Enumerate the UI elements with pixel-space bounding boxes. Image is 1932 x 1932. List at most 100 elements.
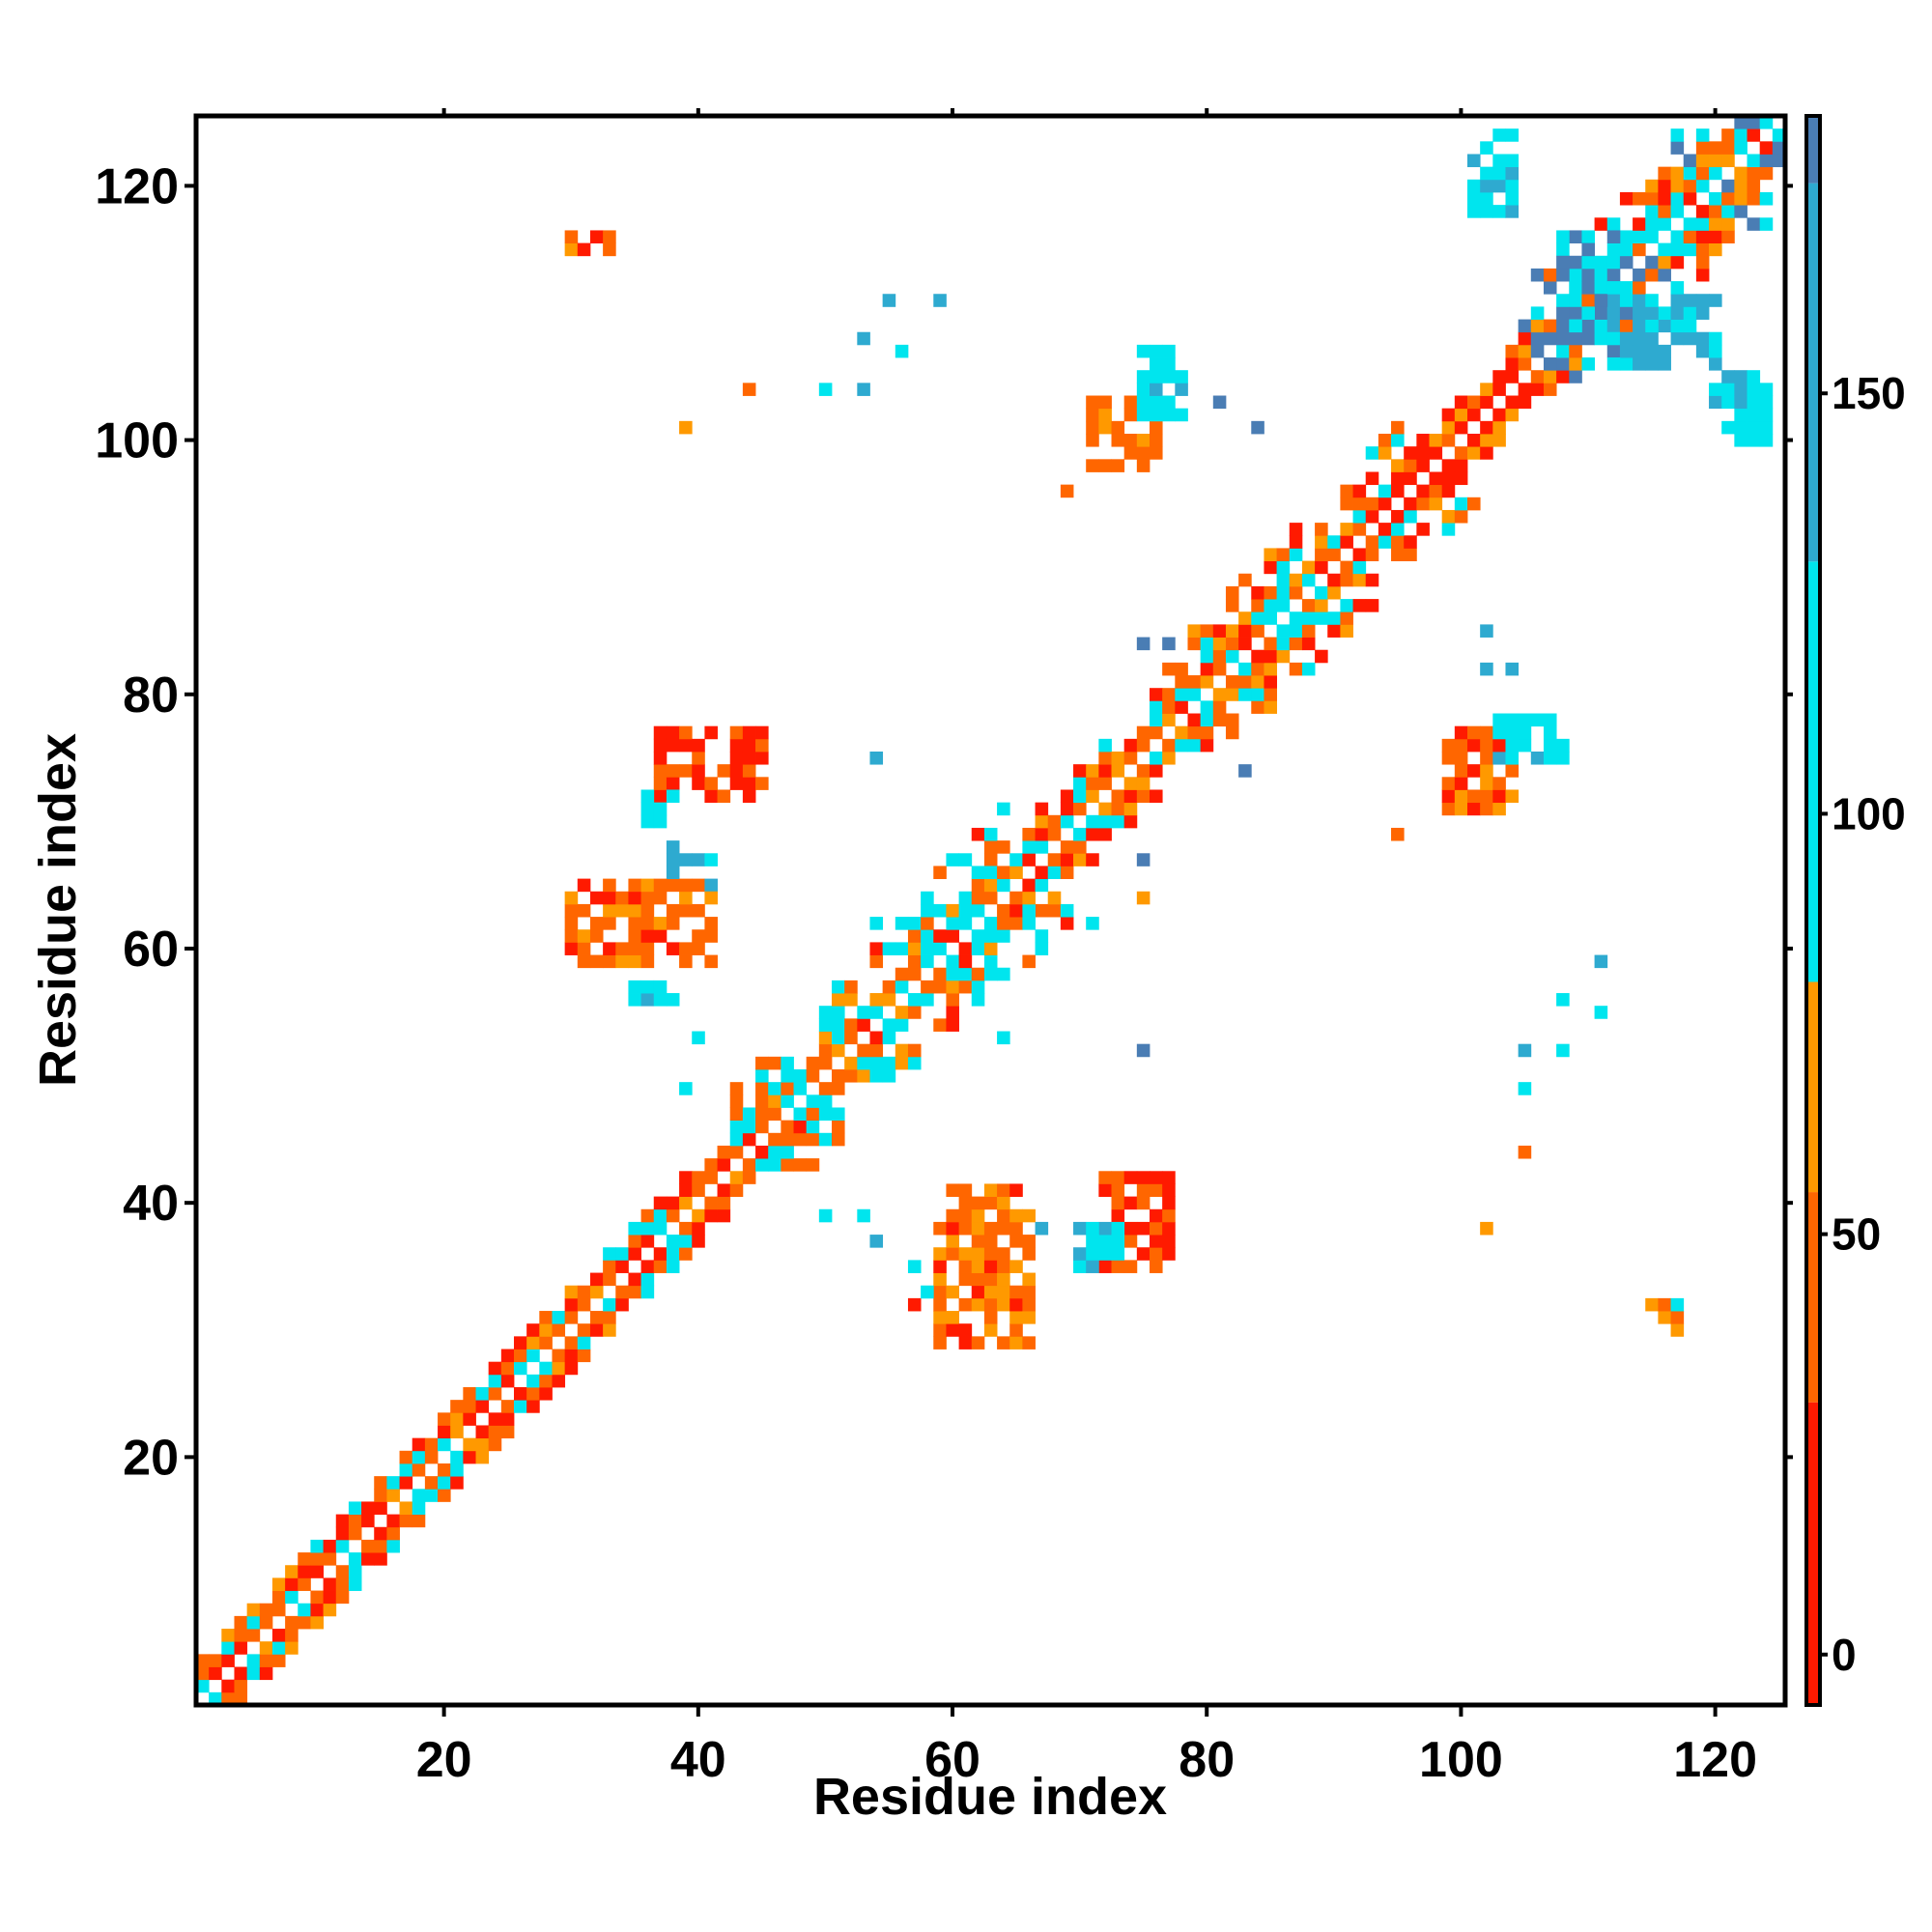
heatmap-cell: [1150, 383, 1163, 396]
heatmap-cell: [907, 1056, 922, 1070]
heatmap-cell: [1225, 624, 1239, 638]
heatmap-cell: [946, 929, 959, 943]
colorbar: 0 50 100 150: [1804, 114, 1906, 1707]
heatmap-cell: [1441, 802, 1456, 816]
heatmap-cell: [615, 1285, 629, 1299]
heatmap-cell: [1772, 128, 1786, 142]
heatmap-cell: [679, 954, 693, 969]
heatmap-cell: [768, 1132, 781, 1147]
heatmap-cell: [882, 1069, 896, 1083]
heatmap-cell: [475, 1450, 490, 1464]
heatmap-cell: [1276, 649, 1291, 664]
heatmap-cell: [1264, 637, 1277, 651]
heatmap-cell: [1658, 166, 1671, 181]
heatmap-cell: [1556, 344, 1570, 358]
heatmap-cell: [1238, 573, 1252, 587]
heatmap-cell: [704, 789, 718, 804]
y-tick-label: 100: [95, 413, 179, 469]
heatmap-cell: [755, 1056, 769, 1070]
heatmap-cell: [1162, 1171, 1176, 1184]
heatmap-cell: [500, 1412, 515, 1426]
heatmap-cell: [844, 993, 858, 1007]
heatmap-cell: [921, 917, 934, 930]
heatmap-cell: [1327, 624, 1341, 638]
heatmap-cell: [1480, 764, 1493, 778]
heatmap-cell: [869, 993, 884, 1007]
heatmap-cell: [1619, 294, 1634, 307]
heatmap-cell: [1709, 357, 1722, 371]
heatmap-cell: [1162, 1247, 1176, 1261]
heatmap-cell: [1111, 1171, 1125, 1184]
heatmap-cell: [1289, 611, 1303, 625]
heatmap-cell: [1365, 573, 1379, 587]
heatmap-cell: [209, 1666, 222, 1681]
heatmap-cell: [1111, 764, 1125, 778]
heatmap-cell: [577, 1323, 591, 1337]
heatmap-cell: [1633, 281, 1646, 295]
heatmap-cell: [1035, 840, 1049, 854]
heatmap-cell: [1187, 675, 1202, 689]
heatmap-cell: [679, 1247, 693, 1261]
heatmap-cell: [1594, 319, 1608, 333]
heatmap-cell: [577, 954, 591, 969]
heatmap-cell: [946, 954, 959, 969]
heatmap-cell: [1187, 713, 1202, 727]
heatmap-cell: [1086, 459, 1099, 472]
heatmap-cell: [653, 980, 668, 994]
heatmap-cell: [1111, 1196, 1125, 1210]
heatmap-cell: [1606, 255, 1621, 270]
heatmap-cell: [1123, 1196, 1138, 1210]
heatmap-cell: [589, 954, 604, 969]
heatmap-cell: [907, 1006, 922, 1019]
heatmap-cell: [1492, 408, 1506, 422]
heatmap-cell: [1581, 357, 1595, 371]
heatmap-cell: [1709, 344, 1722, 358]
heatmap-cell: [640, 1260, 655, 1273]
heatmap-cell: [946, 993, 959, 1007]
heatmap-cell: [1518, 319, 1532, 333]
heatmap-cell: [921, 993, 934, 1007]
heatmap-cell: [1086, 395, 1099, 410]
heatmap-cell: [1454, 446, 1468, 460]
heatmap-cell: [983, 1297, 998, 1312]
heatmap-cell: [1480, 205, 1493, 218]
heatmap-cell: [1238, 637, 1252, 651]
heatmap-cell: [1721, 420, 1735, 435]
heatmap-cell: [463, 1400, 476, 1413]
heatmap-cell: [971, 1285, 985, 1299]
heatmap-cell: [1695, 344, 1710, 358]
heatmap-cell: [1365, 446, 1379, 460]
heatmap-cell: [1467, 446, 1481, 460]
heatmap-cell: [971, 1235, 985, 1248]
heatmap-cell: [1734, 116, 1747, 129]
heatmap-cell: [768, 1094, 781, 1108]
heatmap-cell: [1276, 637, 1291, 651]
heatmap-cell: [1035, 802, 1049, 816]
heatmap-cell: [666, 942, 680, 955]
heatmap-cell: [679, 1196, 693, 1210]
heatmap-cell: [1633, 357, 1646, 371]
heatmap-cell: [1505, 154, 1520, 168]
heatmap-cell: [1086, 789, 1099, 804]
heatmap-cell: [653, 725, 668, 740]
heatmap-cell: [921, 1285, 934, 1299]
heatmap-cell: [1276, 585, 1291, 600]
heatmap-cell: [1454, 497, 1468, 511]
heatmap-cell: [806, 1120, 820, 1134]
heatmap-cell: [1441, 738, 1456, 753]
heatmap-cell: [781, 1056, 794, 1070]
heatmap-cell: [1315, 585, 1328, 600]
heatmap-cell: [475, 1387, 490, 1401]
heatmap-cell: [1404, 497, 1417, 511]
heatmap-cell: [1454, 802, 1468, 816]
heatmap-cell: [869, 1031, 884, 1045]
heatmap-cell: [628, 891, 641, 905]
heatmap-cell: [1111, 1208, 1125, 1223]
heatmap-cell: [1060, 866, 1074, 879]
heatmap-cell: [577, 929, 591, 943]
heatmap-cell: [1327, 573, 1341, 587]
heatmap-cell: [271, 1654, 286, 1667]
heatmap-cell: [653, 738, 668, 753]
heatmap-cell: [1136, 1043, 1151, 1058]
heatmap-cell: [640, 1208, 655, 1223]
